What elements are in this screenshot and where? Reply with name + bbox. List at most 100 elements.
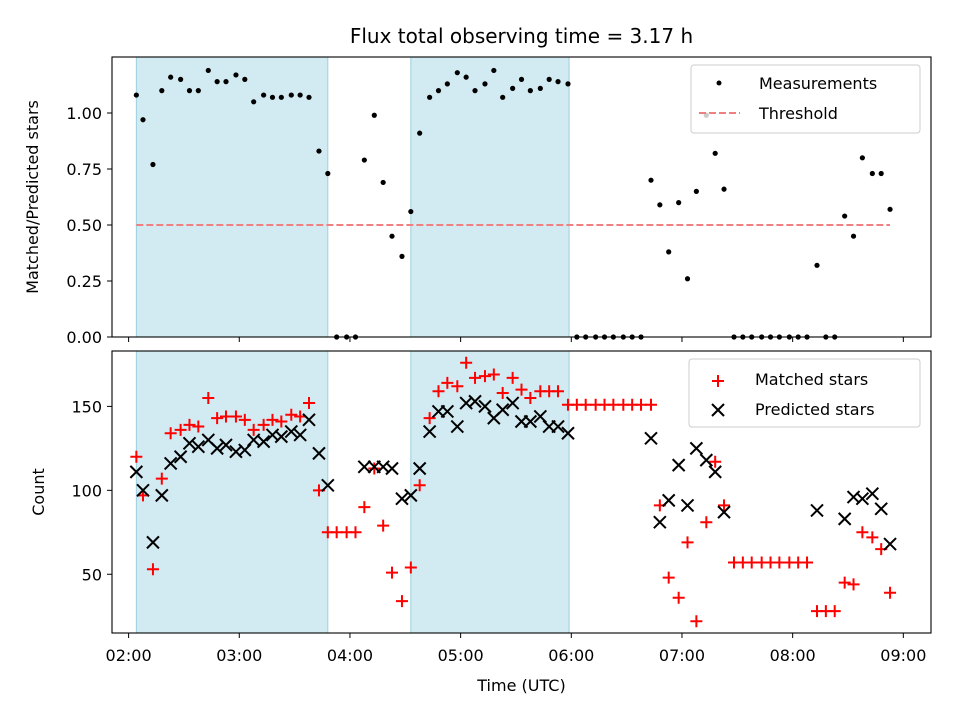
- matched-star-point: [275, 415, 288, 428]
- matched-star-point: [358, 501, 371, 514]
- predicted-star-point: [321, 478, 335, 492]
- matched-star-point: [285, 408, 298, 421]
- x-axis-label: Time (UTC): [476, 676, 565, 695]
- measurement-point: [380, 179, 386, 186]
- matched-star-point: [884, 586, 897, 599]
- predicted-star-point: [561, 426, 575, 440]
- matched-star-point: [866, 531, 879, 544]
- predicted-star-point: [173, 450, 188, 464]
- matched-star-point: [644, 398, 657, 411]
- measurement-point: [427, 94, 433, 100]
- matched-star-point: [368, 462, 381, 475]
- legend-predicted-marker: [711, 403, 725, 417]
- matched-star-point: [395, 595, 408, 608]
- matched-star-point: [202, 392, 215, 404]
- matched-star-point: [238, 413, 251, 426]
- measurement-point: [288, 92, 294, 98]
- predicted-star-point: [653, 515, 667, 529]
- measurement-point: [316, 148, 322, 154]
- predicted-star-point: [661, 493, 676, 508]
- predicted-star-point: [312, 446, 326, 461]
- predicted-star-point: [689, 441, 704, 456]
- predicted-star-point: [155, 488, 169, 503]
- ratio-y-axis-label: Matched/Predicted stars: [23, 100, 42, 294]
- measurement-point: [676, 200, 682, 206]
- measurement-point: [214, 79, 220, 85]
- predicted-star-point: [874, 502, 888, 516]
- matched-star-point: [155, 472, 168, 485]
- matched-star-point: [377, 519, 390, 532]
- ratio-panel: 0.00 0.25 0.50 0.75 1.00 Flux total observin…: [23, 24, 932, 347]
- predicted-star-point: [855, 492, 870, 506]
- predicted-star-point: [357, 460, 372, 474]
- predicted-star-point: [274, 429, 289, 444]
- measurement-point: [233, 72, 239, 78]
- matched-star-point: [404, 561, 417, 574]
- matched-star-point: [266, 413, 279, 426]
- predicted-star-point: [163, 456, 178, 471]
- measurement-point: [371, 112, 377, 118]
- measurement-point: [555, 79, 561, 85]
- measurement-point: [435, 88, 442, 94]
- predicted-star-point: [708, 465, 722, 479]
- matched-star-point: [856, 526, 869, 539]
- ratio-y-tick-label: 0.75: [66, 160, 102, 179]
- predicted-star-point: [478, 399, 492, 414]
- matched-star-point: [451, 380, 464, 393]
- predicted-star-point: [412, 461, 427, 476]
- matched-star-point: [294, 410, 307, 423]
- matched-star-point: [709, 455, 722, 468]
- measurement-point: [417, 130, 423, 136]
- predicted-star-point: [395, 492, 409, 506]
- predicted-star-point: [293, 428, 307, 442]
- x-tick-label: 05:00: [438, 646, 484, 665]
- matched-star-point: [211, 412, 224, 425]
- measurement-point: [648, 177, 654, 183]
- measurement-point: [150, 161, 156, 168]
- measurement-point: [140, 117, 146, 123]
- ratio-y-ticks: 0.00 0.25 0.50 0.75 1.00: [66, 104, 112, 347]
- ratio-legend-box: [690, 64, 921, 134]
- predicted-star-point: [450, 419, 465, 434]
- measurement-point: [261, 92, 267, 98]
- count-y-tick-label: 50: [82, 565, 102, 584]
- matched-star-point: [257, 418, 270, 431]
- matched-star-point: [718, 499, 731, 512]
- measurement-point: [527, 88, 533, 94]
- matched-star-point: [506, 371, 519, 384]
- predicted-star-point: [495, 403, 510, 417]
- measurement-point: [195, 88, 201, 94]
- predicted-star-point: [671, 458, 686, 472]
- measurement-point: [306, 94, 312, 100]
- count-y-tick-label: 150: [71, 397, 102, 416]
- predicted-star-point: [404, 488, 418, 503]
- matched-star-point: [681, 536, 694, 549]
- predicted-star-point: [680, 498, 695, 513]
- predicted-star-point: [810, 503, 824, 518]
- predicted-star-point: [146, 535, 160, 550]
- x-tick-label: 04:00: [327, 646, 373, 665]
- x-tick-label: 02:00: [106, 646, 152, 665]
- matched-star-point: [524, 392, 537, 404]
- measurement-point: [269, 94, 276, 100]
- matched-star-point: [441, 376, 454, 389]
- measurement-point: [168, 74, 174, 80]
- count-y-axis-label: Count: [29, 468, 48, 516]
- measurement-point: [454, 70, 460, 76]
- ratio-y-tick-label: 0.50: [66, 216, 102, 235]
- predicted-star-point: [422, 424, 437, 439]
- measurement-point: [178, 76, 184, 82]
- predicted-star-point: [210, 441, 224, 456]
- predicted-star-point: [883, 537, 897, 551]
- matched-star-point: [700, 516, 713, 529]
- measurement-point: [223, 79, 229, 85]
- predicted-star-point: [219, 438, 233, 452]
- matched-star-point: [386, 566, 399, 579]
- matched-star-point: [164, 427, 177, 440]
- matched-star-point: [690, 615, 703, 628]
- predicted-star-point: [385, 461, 399, 476]
- ratio-y-tick-label: 0.00: [66, 328, 102, 347]
- measurement-point: [444, 81, 450, 87]
- count-y-ticks: 50 100 150: [71, 397, 112, 584]
- matched-star-point: [174, 423, 187, 436]
